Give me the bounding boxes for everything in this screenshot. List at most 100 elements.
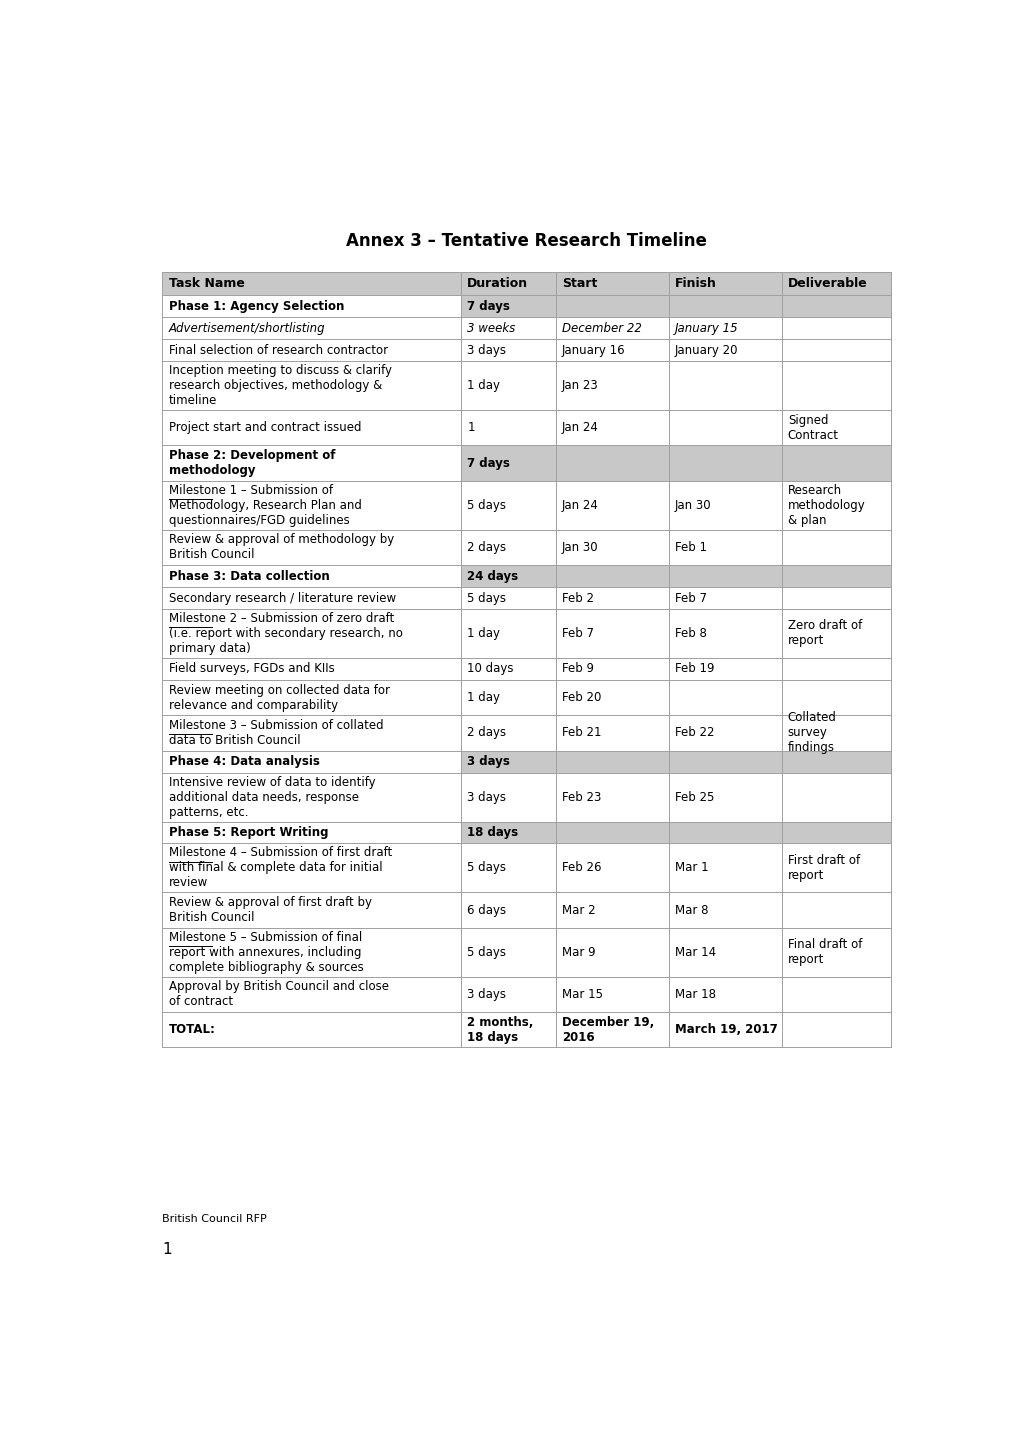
Bar	[162, 410, 890, 446]
Bar	[162, 271, 890, 296]
Text: 7 days: 7 days	[467, 300, 510, 313]
Text: 3 weeks: 3 weeks	[467, 322, 515, 335]
Bar	[162, 977, 890, 1012]
Text: Feb 26: Feb 26	[561, 861, 601, 874]
Bar	[162, 750, 461, 772]
Text: 3 days: 3 days	[467, 343, 505, 356]
Text: Secondary research / literature review: Secondary research / literature review	[168, 592, 395, 605]
Bar	[461, 566, 890, 587]
Text: Mar 9: Mar 9	[561, 945, 595, 958]
Text: Final selection of research contractor: Final selection of research contractor	[168, 343, 387, 356]
Text: Review & approval of methodology by
British Council: Review & approval of methodology by Brit…	[168, 534, 393, 561]
Text: 5 days: 5 days	[467, 861, 505, 874]
Text: Jan 23: Jan 23	[561, 380, 598, 392]
Bar	[461, 446, 890, 481]
Text: Mar 18: Mar 18	[675, 988, 715, 1001]
Text: Feb 22: Feb 22	[675, 726, 713, 739]
Bar	[162, 680, 890, 716]
Text: January 15: January 15	[675, 322, 738, 335]
Text: 5 days: 5 days	[467, 499, 505, 512]
Text: Feb 2: Feb 2	[561, 592, 593, 605]
Text: 3 days: 3 days	[467, 791, 505, 804]
Text: Zero draft of
report: Zero draft of report	[787, 619, 861, 648]
Bar	[461, 821, 890, 844]
Bar	[162, 566, 461, 587]
Text: Collated
survey
findings: Collated survey findings	[787, 711, 836, 755]
Text: Annex 3 – Tentative Research Timeline: Annex 3 – Tentative Research Timeline	[345, 232, 706, 250]
Text: Start: Start	[561, 277, 597, 290]
Text: March 19, 2017: March 19, 2017	[675, 1023, 776, 1036]
Text: December 19,
2016: December 19, 2016	[561, 1016, 653, 1043]
Bar	[162, 716, 890, 750]
Text: Feb 8: Feb 8	[675, 626, 706, 639]
Text: 2 months,
18 days: 2 months, 18 days	[467, 1016, 533, 1043]
Text: 10 days: 10 days	[467, 662, 514, 675]
Text: 6 days: 6 days	[467, 903, 505, 916]
Text: Jan 30: Jan 30	[561, 541, 598, 554]
Bar	[162, 361, 890, 410]
Bar	[162, 296, 461, 317]
Text: 1 day: 1 day	[467, 691, 499, 704]
Text: Phase 1: Agency Selection: Phase 1: Agency Selection	[168, 300, 343, 313]
Bar	[162, 772, 890, 821]
Text: Finish: Finish	[675, 277, 716, 290]
Text: Phase 5: Report Writing: Phase 5: Report Writing	[168, 825, 328, 838]
Text: Mar 8: Mar 8	[675, 903, 707, 916]
Bar	[162, 821, 461, 844]
Text: Feb 7: Feb 7	[561, 626, 593, 639]
Text: Inception meeting to discuss & clarify
research objectives, methodology &
timeli: Inception meeting to discuss & clarify r…	[168, 364, 391, 407]
Text: Phase 2: Development of
methodology: Phase 2: Development of methodology	[168, 449, 335, 478]
Bar	[461, 750, 890, 772]
Text: 3 days: 3 days	[467, 988, 505, 1001]
Text: Review & approval of first draft by
British Council: Review & approval of first draft by Brit…	[168, 896, 371, 924]
Text: Deliverable: Deliverable	[787, 277, 867, 290]
Text: Phase 3: Data collection: Phase 3: Data collection	[168, 570, 329, 583]
Text: Phase 4: Data analysis: Phase 4: Data analysis	[168, 755, 319, 768]
Text: Feb 23: Feb 23	[561, 791, 601, 804]
Text: Feb 21: Feb 21	[561, 726, 601, 739]
Text: Milestone 3 – Submission of collated
data to British Council: Milestone 3 – Submission of collated dat…	[168, 719, 383, 747]
Bar	[162, 844, 890, 892]
Text: Jan 24: Jan 24	[561, 421, 598, 434]
Bar	[162, 446, 461, 481]
Text: Mar 1: Mar 1	[675, 861, 708, 874]
Text: Field surveys, FGDs and KIIs: Field surveys, FGDs and KIIs	[168, 662, 334, 675]
Text: Milestone 1 – Submission of
Methodology, Research Plan and
questionnaires/FGD gu: Milestone 1 – Submission of Methodology,…	[168, 483, 361, 527]
Text: Approval by British Council and close
of contract: Approval by British Council and close of…	[168, 980, 388, 1009]
Text: Mar 15: Mar 15	[561, 988, 602, 1001]
Bar	[162, 530, 890, 566]
Text: 2 days: 2 days	[467, 726, 505, 739]
Text: Final draft of
report: Final draft of report	[787, 938, 861, 967]
Bar	[162, 317, 890, 339]
Text: Feb 7: Feb 7	[675, 592, 706, 605]
Text: Task Name: Task Name	[168, 277, 245, 290]
Text: 1 day: 1 day	[467, 626, 499, 639]
Text: Signed
Contract: Signed Contract	[787, 414, 838, 442]
Text: 1 day: 1 day	[467, 380, 499, 392]
Text: Intensive review of data to identify
additional data needs, response
patterns, e: Intensive review of data to identify add…	[168, 775, 375, 818]
Text: 7 days: 7 days	[467, 456, 510, 469]
Text: Milestone 5 – Submission of final
report with annexures, including
complete bibl: Milestone 5 – Submission of final report…	[168, 931, 363, 974]
Text: Jan 24: Jan 24	[561, 499, 598, 512]
Bar	[162, 658, 890, 680]
Text: Feb 9: Feb 9	[561, 662, 593, 675]
Text: Milestone 2 – Submission of zero draft
(i.e. report with secondary research, no
: Milestone 2 – Submission of zero draft (…	[168, 612, 403, 655]
Text: 18 days: 18 days	[467, 825, 518, 838]
Text: 1: 1	[467, 421, 474, 434]
Text: First draft of
report: First draft of report	[787, 854, 859, 882]
Text: Mar 14: Mar 14	[675, 945, 715, 958]
Text: Project start and contract issued: Project start and contract issued	[168, 421, 361, 434]
Text: British Council RFP: British Council RFP	[162, 1214, 267, 1224]
Bar	[162, 609, 890, 658]
Bar	[162, 892, 890, 928]
Text: Research
methodology
& plan: Research methodology & plan	[787, 483, 865, 527]
Text: 3 days: 3 days	[467, 755, 510, 768]
Text: January 16: January 16	[561, 343, 625, 356]
Text: Duration: Duration	[467, 277, 528, 290]
Text: Jan 30: Jan 30	[675, 499, 711, 512]
Text: 5 days: 5 days	[467, 592, 505, 605]
Text: 24 days: 24 days	[467, 570, 518, 583]
Text: 1: 1	[162, 1242, 172, 1257]
Text: Milestone 4 – Submission of first draft
with final & complete data for initial
r: Milestone 4 – Submission of first draft …	[168, 847, 391, 889]
Text: January 20: January 20	[675, 343, 738, 356]
